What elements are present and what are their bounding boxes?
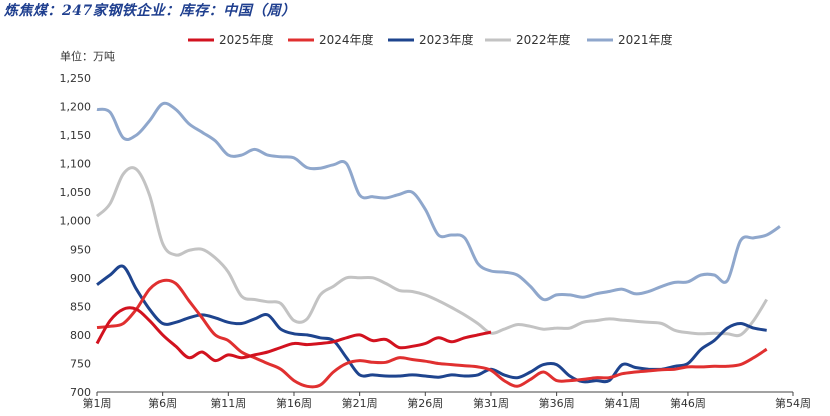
legend-label: 2022年度 xyxy=(516,32,571,47)
y-tick-label: 750 xyxy=(70,357,91,370)
y-tick-label: 800 xyxy=(70,329,91,342)
y-tick-label: 1,000 xyxy=(60,215,92,228)
y-tick-label: 1,100 xyxy=(60,158,92,171)
x-tick-label: 第36周 xyxy=(539,396,575,410)
legend-label: 2021年度 xyxy=(618,32,673,47)
y-tick-label: 850 xyxy=(70,300,91,313)
series-line-2022年度 xyxy=(95,166,768,338)
legend-label: 2024年度 xyxy=(319,32,374,47)
x-tick-label: 第11周 xyxy=(210,396,246,410)
x-tick-label: 第21周 xyxy=(342,396,378,410)
y-tick-label: 950 xyxy=(70,243,91,256)
legend: 2025年度 2024年度 2023年度 2022年度 2021年度 xyxy=(188,32,673,47)
legend-label: 2023年度 xyxy=(419,32,474,47)
x-tick-label: 第46周 xyxy=(670,396,706,410)
legend-label: 2025年度 xyxy=(219,32,274,47)
series-lines xyxy=(95,101,781,389)
x-tick-label: 第54周 xyxy=(775,396,811,410)
y-tick-label: 1,200 xyxy=(60,101,92,114)
y-tick-label: 700 xyxy=(70,386,91,399)
series-line-2021年度 xyxy=(96,101,781,302)
x-tick-label: 第31周 xyxy=(473,396,509,410)
x-tick-label: 第16周 xyxy=(276,396,312,410)
y-tick-label: 1,250 xyxy=(60,72,92,85)
y-tick-label: 900 xyxy=(70,272,91,285)
chart-title: 炼焦煤：247家钢铁企业：库存：中国（周） xyxy=(4,3,296,19)
y-tick-label: 1,050 xyxy=(60,186,92,199)
x-tick-label: 第41周 xyxy=(604,396,640,410)
series-line-2025年度 xyxy=(95,306,492,363)
series-line-2024年度 xyxy=(96,278,768,389)
y-axis: 700 750 800 850 900 950 1,000 1,050 1,100 1,150 1,… xyxy=(60,72,92,399)
x-tick-label: 第1周 xyxy=(83,396,112,410)
x-tick-label: 第6周 xyxy=(148,396,177,410)
x-axis: 第1周 第6周 第11周 第16周 第21周 第26周 第31周 第36周 第41周 第46周 第5… xyxy=(83,391,811,410)
unit-label: 单位：万吨 xyxy=(60,49,115,63)
y-tick-label: 1,150 xyxy=(60,129,92,142)
x-tick-label: 第26周 xyxy=(407,396,443,410)
